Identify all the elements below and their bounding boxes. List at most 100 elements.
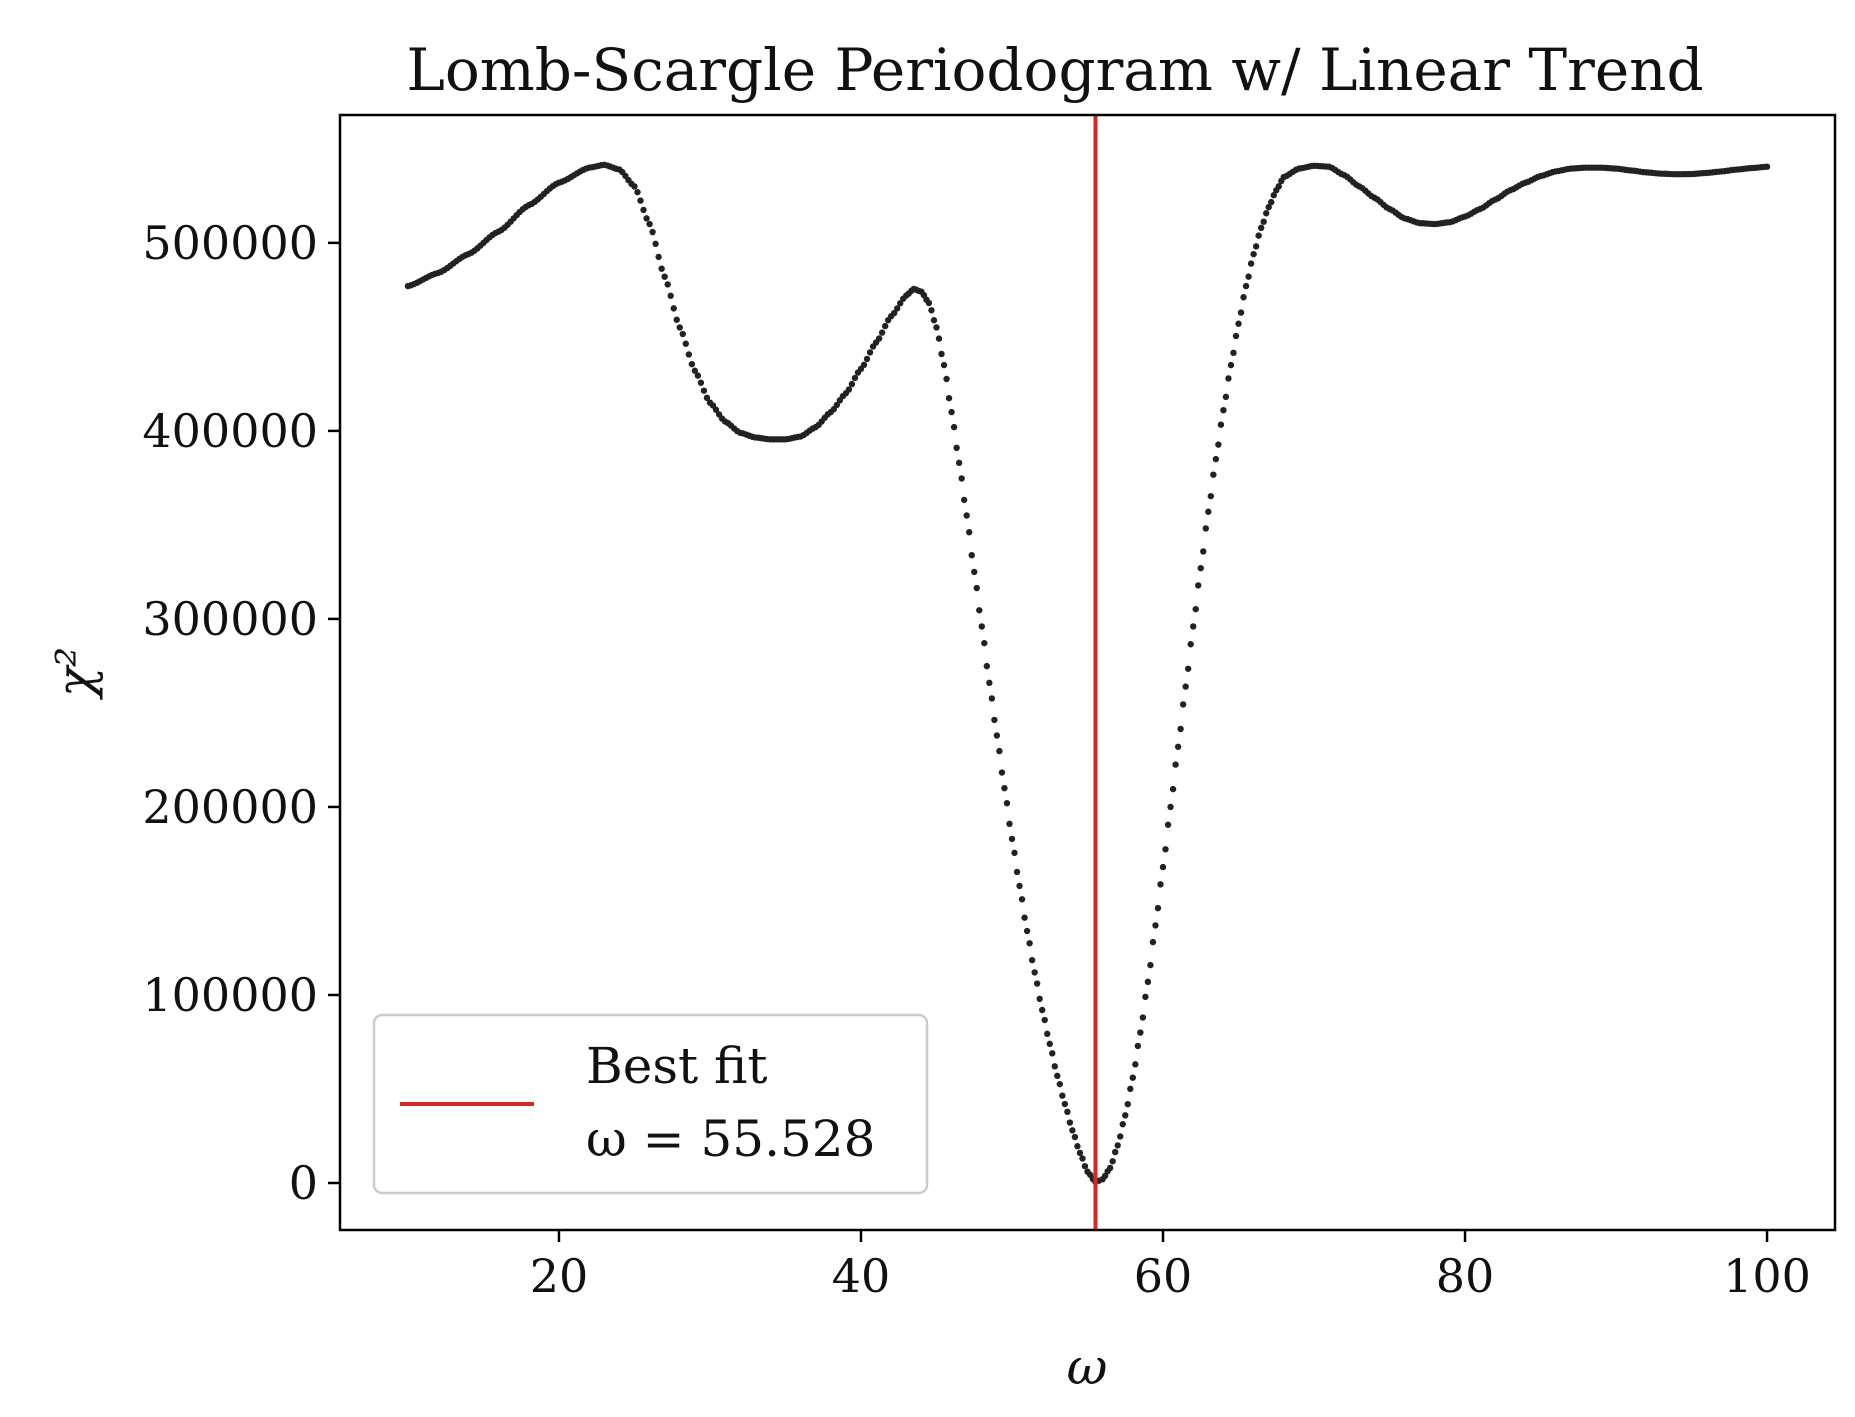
- data-point: [1011, 849, 1018, 857]
- data-point: [950, 423, 958, 431]
- data-point: [971, 568, 978, 576]
- y-tick-label: 400000: [142, 404, 318, 458]
- data-point: [661, 273, 668, 280]
- data-point: [685, 351, 693, 358]
- data-point: [925, 299, 933, 307]
- data-point: [863, 355, 871, 363]
- data-point: [1220, 407, 1227, 414]
- data-point: [1159, 863, 1167, 871]
- data-point: [700, 387, 708, 394]
- data-point: [1184, 665, 1192, 672]
- data-point: [1197, 564, 1204, 572]
- data-point: [928, 307, 935, 314]
- data-point: [945, 394, 953, 402]
- data-point: [1003, 799, 1011, 807]
- x-axis-label: ω: [1067, 1338, 1108, 1396]
- data-point: [1252, 243, 1260, 250]
- data-point: [1167, 803, 1174, 811]
- data-point: [960, 496, 968, 504]
- data-point: [1255, 232, 1262, 239]
- data-point: [1245, 273, 1252, 280]
- data-point: [996, 747, 1003, 755]
- data-point: [1247, 260, 1255, 267]
- data-point: [1215, 441, 1222, 448]
- data-point: [1041, 1016, 1048, 1024]
- data-point: [860, 361, 868, 369]
- y-tick-label: 0: [289, 1156, 318, 1210]
- data-point: [1250, 250, 1257, 258]
- data-point: [1152, 922, 1159, 929]
- data-point: [1260, 218, 1267, 225]
- x-tick-label: 80: [1436, 1249, 1495, 1303]
- data-point: [983, 662, 991, 670]
- data-point: [1021, 914, 1028, 921]
- data-point: [875, 335, 883, 342]
- data-point: [1046, 1040, 1053, 1048]
- data-point: [1202, 525, 1209, 532]
- data-point: [1056, 1080, 1064, 1088]
- data-point: [1227, 361, 1235, 369]
- data-point: [1109, 1158, 1116, 1165]
- data-point: [955, 459, 963, 467]
- data-point: [1205, 508, 1212, 515]
- data-point: [1081, 1162, 1089, 1170]
- data-point: [694, 372, 702, 379]
- data-point: [998, 769, 1006, 776]
- data-point: [1044, 1030, 1051, 1038]
- data-point: [1124, 1100, 1131, 1108]
- data-point: [655, 253, 662, 261]
- data-point: [933, 324, 940, 331]
- data-point: [1174, 743, 1182, 750]
- data-point: [640, 206, 647, 214]
- data-point: [1195, 582, 1202, 589]
- data-point: [1016, 882, 1023, 890]
- data-point: [1263, 210, 1270, 217]
- data-point: [1200, 548, 1207, 555]
- data-point: [691, 367, 699, 374]
- y-tick-label: 300000: [142, 592, 318, 646]
- data-point: [1036, 995, 1043, 1003]
- data-point: [1265, 203, 1272, 211]
- data-point: [948, 408, 955, 416]
- data-point: [973, 584, 980, 592]
- data-point: [1235, 320, 1242, 327]
- data-point: [1069, 1127, 1076, 1134]
- data-point: [649, 228, 656, 236]
- data-point: [1006, 820, 1013, 828]
- data-point: [658, 265, 665, 272]
- data-point: [988, 695, 996, 702]
- data-point: [1142, 993, 1149, 1001]
- data-point: [848, 380, 856, 388]
- data-point: [703, 394, 711, 402]
- data-point: [976, 607, 983, 614]
- chart-title: Lomb-Scargle Periodogram w/ Linear Trend: [406, 36, 1703, 104]
- data-point: [1054, 1072, 1061, 1080]
- data-point: [1177, 725, 1184, 733]
- x-tick-label: 40: [832, 1249, 891, 1303]
- data-point: [878, 329, 886, 336]
- data-point: [1242, 282, 1250, 290]
- data-point: [1059, 1092, 1066, 1099]
- y-axis: 0 100000 200000 300000 400000 500000: [142, 216, 340, 1210]
- data-point: [981, 639, 988, 647]
- data-point: [1225, 375, 1232, 382]
- data-point: [851, 374, 859, 382]
- y-tick-label: 200000: [142, 780, 318, 834]
- data-point: [991, 716, 998, 724]
- data-point: [1157, 881, 1164, 888]
- data-point: [1275, 183, 1282, 190]
- data-point: [978, 623, 985, 630]
- data-point: [833, 401, 841, 409]
- legend-label-omega-value: ω = 55.528: [586, 1110, 875, 1168]
- data-point: [652, 240, 659, 248]
- y-axis-label: χ²: [46, 647, 104, 700]
- data-point: [667, 292, 674, 299]
- data-point: [1119, 1121, 1126, 1128]
- data-point: [897, 300, 904, 307]
- data-point: [1763, 163, 1771, 170]
- data-point: [670, 305, 677, 312]
- x-axis: 20 40 60 80 100: [530, 1230, 1811, 1303]
- data-point: [881, 322, 889, 330]
- data-point: [682, 340, 690, 347]
